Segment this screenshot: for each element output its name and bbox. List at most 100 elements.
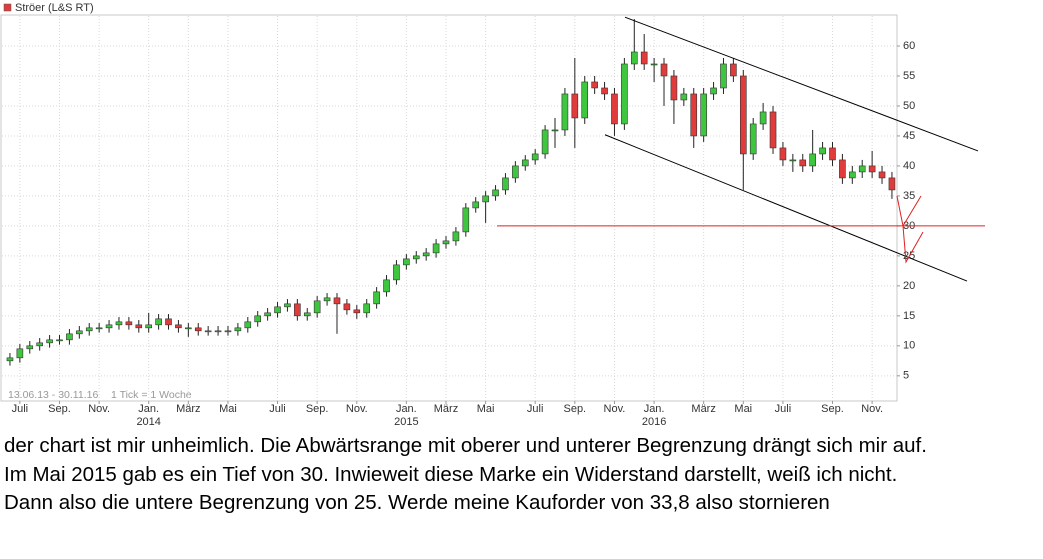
candle-body [155, 318, 162, 326]
candle-body [76, 330, 83, 335]
x-tick-label: Nov. [88, 403, 111, 415]
candle-body [36, 342, 43, 347]
candle-body [185, 327, 192, 330]
y-tick-label: 60 [903, 40, 915, 52]
candle-body [759, 111, 767, 125]
candle-body [561, 93, 569, 131]
x-tick-label: Mai [219, 403, 237, 415]
candle-body [502, 177, 509, 191]
comment: der chart ist mir unheimlich. Die Abwärt… [4, 432, 927, 518]
candle-body [373, 291, 380, 305]
y-tick-label: 35 [903, 190, 915, 202]
candle-body [323, 297, 331, 302]
x-tick-label: März [176, 403, 201, 415]
candle-body [571, 93, 579, 119]
candle-body [581, 81, 589, 119]
y-tick-label: 5 [903, 370, 909, 382]
candle-body [650, 63, 658, 66]
legend-key [3, 3, 12, 12]
candle-body [809, 153, 816, 167]
candle-body [165, 318, 172, 326]
x-tick-label: Mai [734, 403, 753, 415]
tick-label: 1 Tick = 1 Woche [111, 389, 192, 401]
x-tick-label: Sep. [305, 403, 329, 415]
candle-body [105, 324, 113, 329]
candle-body [739, 75, 747, 155]
candle-body [462, 207, 470, 233]
y-tick-label: 10 [903, 340, 915, 352]
candle-body [66, 333, 73, 341]
candle-body [254, 315, 262, 323]
candle-body [829, 147, 836, 161]
x-tick-label: März [433, 403, 459, 415]
y-tick-label: 45 [903, 130, 915, 142]
candle-body [878, 171, 886, 179]
candle-body [294, 303, 301, 317]
candle-body [630, 51, 638, 65]
candle-body [303, 312, 311, 317]
comment-line: der chart ist mir unheimlich. Die Abwärt… [4, 434, 927, 457]
candle-body [551, 129, 559, 132]
candle-body [403, 258, 410, 266]
y-tick-label: 20 [903, 280, 915, 292]
candle-body [621, 63, 628, 125]
candle-body [175, 324, 182, 329]
candle-body [452, 231, 460, 242]
candle-body [85, 327, 93, 332]
candle-body [858, 165, 866, 173]
candle-body [115, 321, 123, 326]
candle-body [274, 306, 281, 314]
hand-drawn-arrows [896, 195, 924, 264]
candle-body [46, 339, 53, 344]
candle-body [690, 93, 698, 137]
comment-line: Im Mai 2015 gab es ein Tief von 30. Inwi… [4, 462, 898, 486]
trend-line [624, 16, 979, 152]
x-tick-label: Sep. [563, 403, 587, 415]
candle-body [442, 240, 450, 245]
candle-body [264, 312, 271, 317]
candle-body [412, 255, 420, 260]
candle-body [660, 63, 668, 77]
candle-body [383, 279, 390, 293]
candle-body [601, 87, 608, 95]
candle-body [730, 63, 737, 77]
x-tick-label: Nov. [861, 403, 884, 415]
candle-body [145, 324, 152, 329]
candle-body [591, 81, 598, 89]
x-tick-label: Juli [11, 403, 29, 415]
x-tick-label: Juli [526, 403, 544, 415]
candle-body [234, 327, 242, 332]
y-tick-label: 50 [903, 100, 915, 112]
x-tick-label: Nov. [603, 403, 626, 415]
x-tick-label: März [691, 403, 716, 415]
x-tick-label: Mai [476, 403, 495, 415]
candle-body [749, 123, 757, 155]
candle-body [343, 303, 351, 311]
candle-body [432, 243, 440, 254]
candle-body [422, 252, 430, 257]
candle-body [284, 303, 291, 308]
candle-body [720, 63, 727, 89]
candle-body [769, 111, 777, 149]
candle-body [640, 51, 648, 65]
candle-body [135, 324, 143, 329]
x-tick-label: Nov. [345, 403, 368, 415]
candle-body [888, 177, 896, 191]
x-tick-label: Jan. 2014 [136, 403, 161, 428]
plot-frame [0, 14, 898, 402]
candle-body [204, 330, 212, 333]
candle-body [700, 93, 707, 137]
candle-body [6, 357, 14, 362]
chart: Ströer (L&S RT) 13.06.13 - 30.11.16 1 Ti… [0, 2, 985, 404]
period-label: 13.06.13 - 30.11.16 [8, 389, 98, 401]
candle-body [541, 129, 549, 155]
x-tick-label: Juli [774, 403, 792, 415]
candle-body [194, 327, 202, 332]
candle-body [95, 327, 103, 330]
candle-body [125, 321, 133, 326]
candle-body [353, 309, 361, 314]
x-tick-label: Jan. 2015 [394, 403, 419, 428]
candle-body [799, 159, 807, 167]
candle-body [482, 195, 489, 203]
candle-body [611, 93, 618, 125]
